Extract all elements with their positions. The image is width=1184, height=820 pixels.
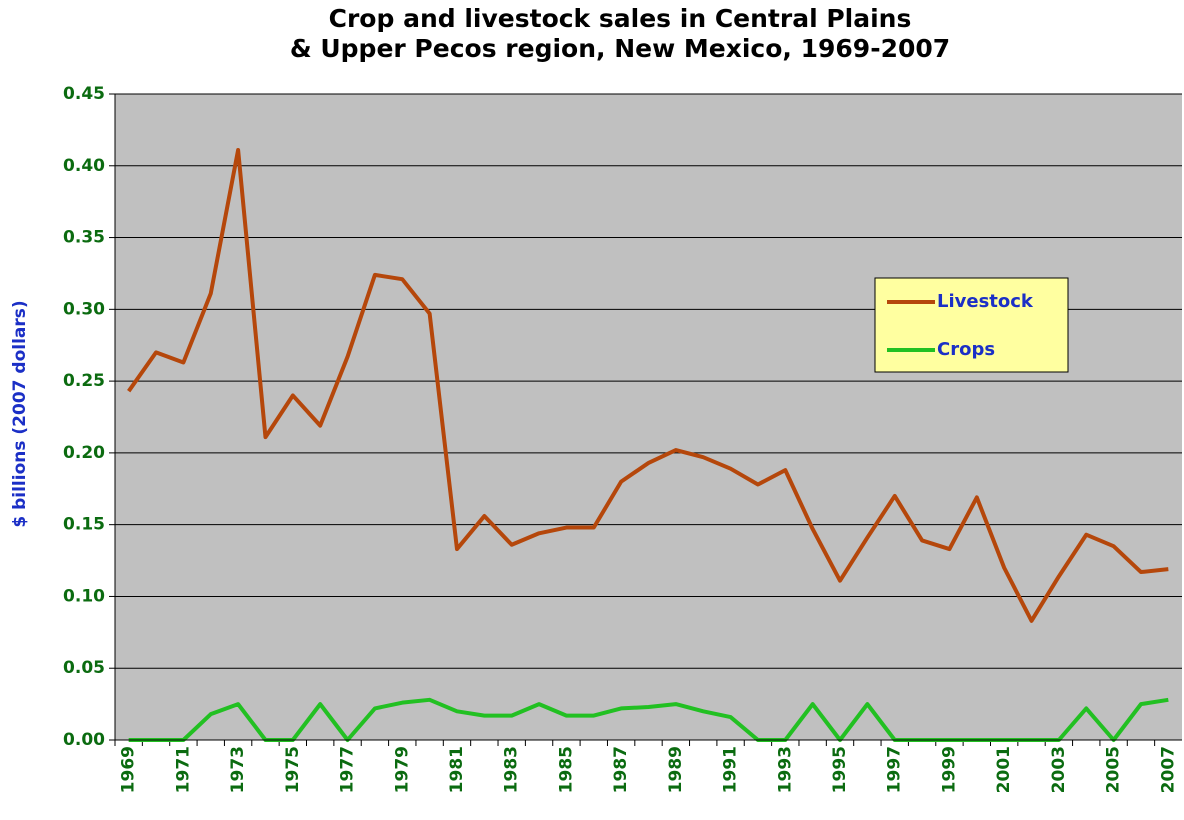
x-tick-label: 1987 xyxy=(611,746,631,793)
x-tick-label: 1983 xyxy=(502,746,522,793)
x-tick-label: 1993 xyxy=(775,746,795,793)
chart-title-line: Crop and livestock sales in Central Plai… xyxy=(329,4,912,33)
y-tick-label: 0.05 xyxy=(63,658,105,678)
x-tick-label: 1985 xyxy=(556,746,576,793)
x-tick-label: 1971 xyxy=(173,746,193,793)
x-tick-label: 1979 xyxy=(392,746,412,793)
x-tick-label: 1981 xyxy=(447,746,467,793)
legend-label: Livestock xyxy=(937,291,1034,312)
x-tick-label: 1995 xyxy=(830,746,850,793)
y-tick-label: 0.15 xyxy=(63,515,105,535)
y-tick-label: 0.40 xyxy=(63,156,105,176)
x-tick-label: 1977 xyxy=(338,746,358,793)
y-tick-label: 0.30 xyxy=(63,299,105,319)
x-tick-label: 2001 xyxy=(994,746,1014,793)
y-tick-label: 0.25 xyxy=(63,371,105,391)
x-tick-label: 1969 xyxy=(119,746,139,793)
legend: Livestock Crops xyxy=(874,277,1069,373)
series-line xyxy=(127,147,1169,623)
x-tick-label: 1991 xyxy=(721,746,741,793)
y-axis-label: $ billions (2007 dollars) xyxy=(10,300,30,527)
x-tick-label: 2005 xyxy=(1104,746,1124,793)
y-tick-label: 0.00 xyxy=(63,730,105,750)
x-tick-label: 1997 xyxy=(885,746,905,793)
plot-area xyxy=(115,94,1182,740)
legend-label: Crops xyxy=(937,339,995,360)
x-tick-label: 1975 xyxy=(283,746,303,793)
x-tick-label: 2003 xyxy=(1049,746,1069,793)
x-tick-label: 1989 xyxy=(666,746,686,793)
x-tick-label: 1999 xyxy=(939,746,959,793)
y-tick-label: 0.10 xyxy=(63,586,105,606)
y-tick-label: 0.45 xyxy=(63,84,105,104)
x-tick-label: 1973 xyxy=(228,746,248,793)
x-tick-label: 2007 xyxy=(1158,746,1178,793)
y-tick-label: 0.20 xyxy=(63,443,105,463)
legend-box xyxy=(874,277,1069,373)
chart-title-line: & Upper Pecos region, New Mexico, 1969-2… xyxy=(290,34,950,63)
y-tick-label: 0.35 xyxy=(63,228,105,248)
